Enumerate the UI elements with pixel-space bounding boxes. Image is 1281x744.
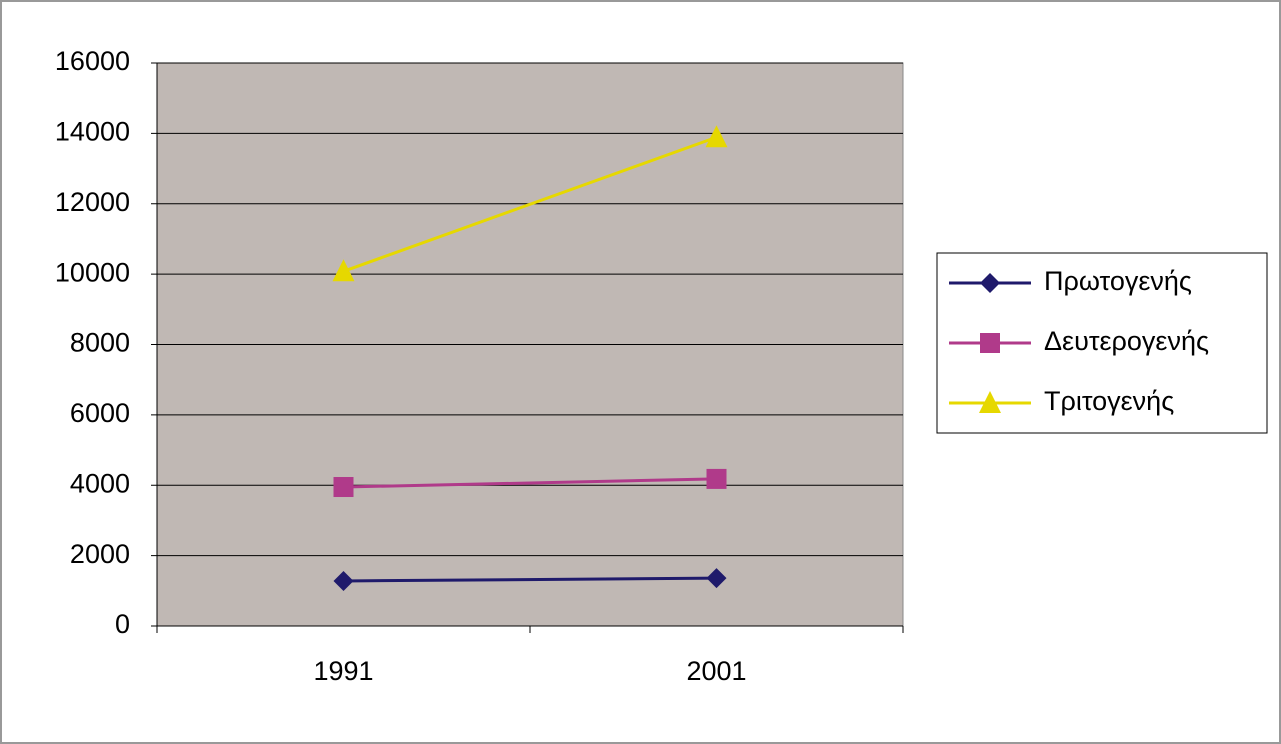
series-line xyxy=(343,477,717,489)
series-line xyxy=(342,135,718,273)
legend-label: Τριτογενής xyxy=(1044,386,1174,416)
y-tick-label: 6000 xyxy=(70,398,130,428)
y-tick-label: 14000 xyxy=(55,117,130,147)
legend-marker xyxy=(980,333,1000,353)
y-tick-label: 0 xyxy=(115,609,130,639)
legend-marker xyxy=(980,273,1000,293)
y-tick-label: 2000 xyxy=(70,539,130,569)
point xyxy=(332,259,355,282)
legend-label: Δευτερογενής xyxy=(1044,326,1209,356)
point xyxy=(333,570,354,591)
y-tick-label: 10000 xyxy=(55,257,130,287)
x-tick-label: 2001 xyxy=(686,656,746,686)
point xyxy=(333,477,354,498)
series-line xyxy=(343,576,717,583)
y-tick-label: 8000 xyxy=(70,328,130,358)
legend-marker xyxy=(979,391,1001,413)
y-tick-label: 4000 xyxy=(70,468,130,498)
legend-label: Πρωτογενής xyxy=(1044,266,1192,296)
point xyxy=(706,568,727,589)
y-tick-label: 16000 xyxy=(55,46,130,76)
y-tick-label: 12000 xyxy=(55,187,130,217)
point xyxy=(706,468,727,489)
x-tick-label: 1991 xyxy=(313,656,373,686)
point xyxy=(705,125,728,148)
